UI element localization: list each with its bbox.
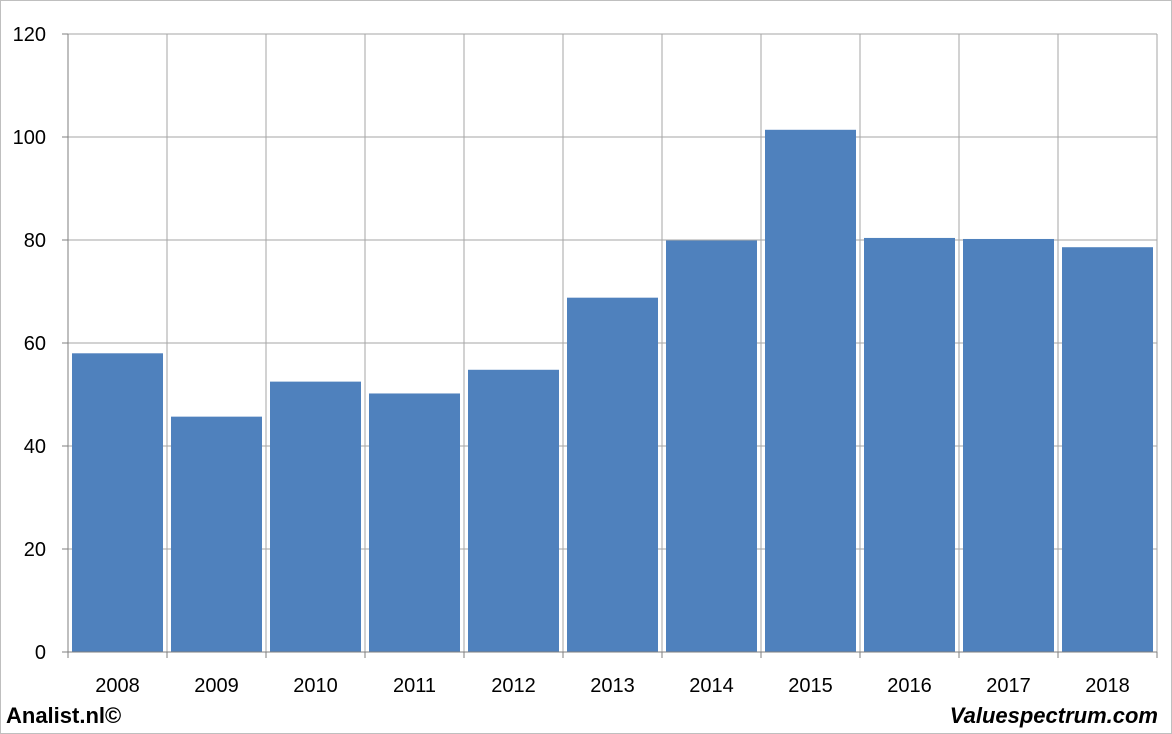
y-tick-label: 60 [24,333,46,355]
y-tick-label: 100 [13,127,46,149]
bar-2012 [468,369,559,652]
bar-2016 [864,237,955,652]
axes [62,33,1158,658]
x-tick-label: 2008 [95,675,140,697]
x-tick-label: 2018 [1085,675,1130,697]
x-tick-label: 2012 [491,675,536,697]
x-tick-label: 2010 [293,675,338,697]
x-tick-label: 2015 [788,675,833,697]
y-tick-label: 120 [13,24,46,46]
bars [72,129,1153,653]
y-tick-labels: 0 20 40 60 80 100 120 [13,24,46,664]
x-tick-labels: 2008 2009 2010 2011 2012 2013 2014 2015 2016 2017… [95,675,1130,697]
x-tick-label: 2014 [689,675,734,697]
y-tick-label: 0 [35,642,46,664]
bar-2009 [171,416,262,652]
x-tick-label: 2016 [887,675,932,697]
x-tick-label: 2017 [986,675,1031,697]
bar-2010 [270,381,361,652]
footer-source-left: Analist.nl© [6,703,122,728]
bar-2015 [765,129,856,653]
y-tick-label: 80 [24,230,46,252]
x-tick-label: 2011 [393,675,436,697]
bar-2013 [567,297,658,652]
y-tick-label: 40 [24,436,46,458]
bar-2017 [963,238,1054,652]
x-tick-label: 2009 [194,675,239,697]
x-tick-label: 2013 [590,675,635,697]
y-tick-label: 20 [24,539,46,561]
footer-source-right: Valuespectrum.com [949,703,1158,728]
bar-2008 [72,353,163,652]
bar-2011 [369,393,460,652]
bar-2018 [1062,247,1153,652]
bar-2014 [666,240,757,652]
